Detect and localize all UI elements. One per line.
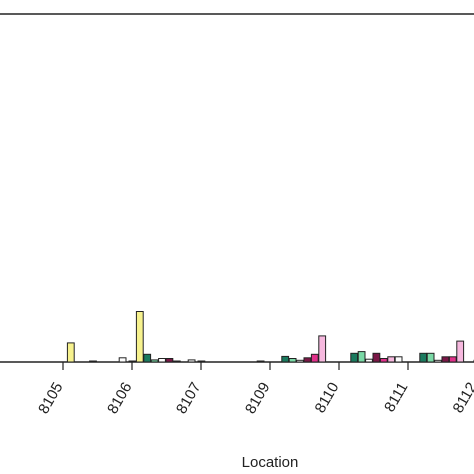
bar (318, 335, 327, 363)
bar (187, 359, 196, 363)
plot-frame (0, 13, 474, 363)
bar (150, 359, 159, 363)
x-tick-label: 8112 (450, 380, 474, 416)
bar (296, 359, 304, 363)
bar (89, 360, 97, 363)
x-tick-label: 8111 (381, 380, 411, 415)
x-ticks: 8105 8106 8107 8109 8110 8111 8112 (35, 362, 474, 417)
bar (419, 352, 428, 363)
x-tick-label: 8105 (35, 380, 66, 417)
bar (256, 360, 265, 363)
bar (66, 342, 75, 363)
bar (310, 353, 319, 363)
bar (448, 356, 457, 363)
bar (197, 360, 206, 363)
bar (135, 311, 144, 363)
bar (426, 352, 435, 363)
bar (434, 359, 442, 363)
bar (456, 340, 465, 363)
bar (350, 352, 359, 363)
bar (288, 358, 297, 363)
bar (281, 355, 290, 363)
bar (128, 360, 137, 363)
bar (394, 356, 403, 363)
x-axis-title: Location (242, 454, 299, 471)
bar (387, 356, 396, 363)
bar (372, 352, 381, 363)
bar (441, 356, 450, 363)
bar-series (66, 311, 474, 363)
bar (357, 351, 366, 363)
x-tick-label: 8106 (104, 380, 135, 417)
bar (165, 358, 174, 363)
bar (118, 357, 127, 363)
bar (143, 353, 152, 363)
x-tick-label: 8109 (242, 380, 273, 417)
bar (303, 357, 312, 363)
x-tick-label: 8107 (173, 380, 204, 417)
x-tick-label: 8110 (312, 380, 343, 416)
bar (158, 358, 166, 363)
bar (379, 358, 388, 363)
bar (172, 360, 181, 363)
bar (365, 358, 373, 363)
